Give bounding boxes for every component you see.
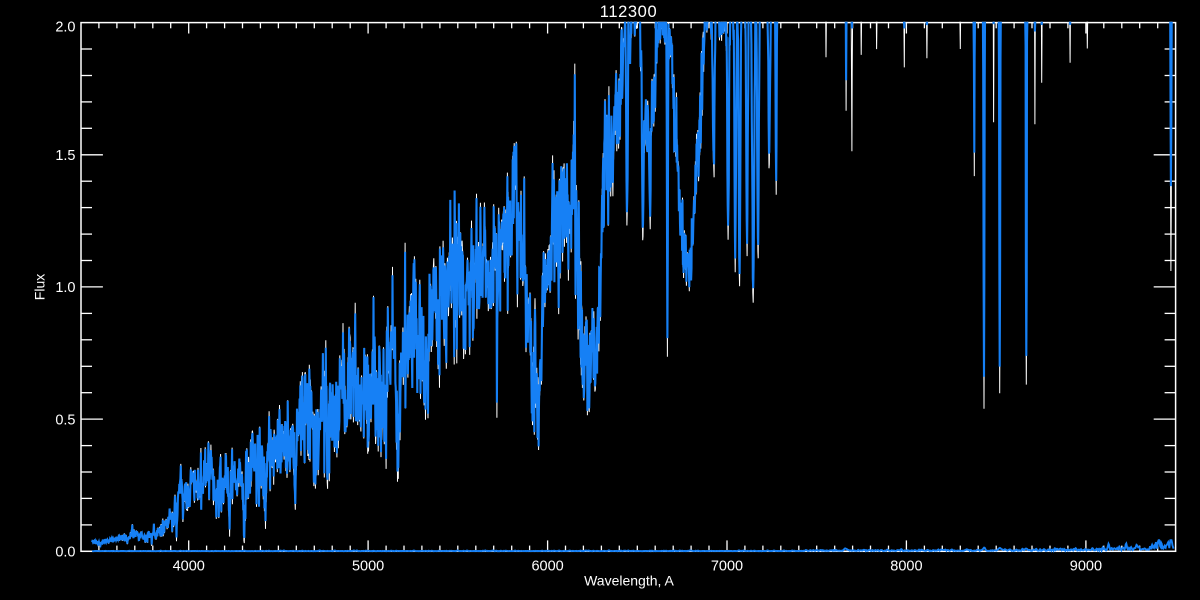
svg-text:8000: 8000 [890, 559, 922, 575]
svg-text:1.5: 1.5 [55, 148, 75, 164]
svg-text:5000: 5000 [352, 559, 384, 575]
svg-text:0.0: 0.0 [55, 545, 75, 561]
svg-text:2.0: 2.0 [55, 19, 75, 35]
svg-text:1.0: 1.0 [55, 280, 75, 296]
svg-text:7000: 7000 [711, 559, 743, 575]
svg-text:0.5: 0.5 [55, 412, 75, 428]
svg-text:9000: 9000 [1070, 559, 1102, 575]
svg-text:6000: 6000 [531, 559, 563, 575]
svg-text:Wavelength, A: Wavelength, A [584, 573, 674, 589]
svg-text:112300: 112300 [600, 3, 657, 21]
svg-text:Flux: Flux [31, 274, 47, 300]
svg-text:4000: 4000 [173, 559, 205, 575]
